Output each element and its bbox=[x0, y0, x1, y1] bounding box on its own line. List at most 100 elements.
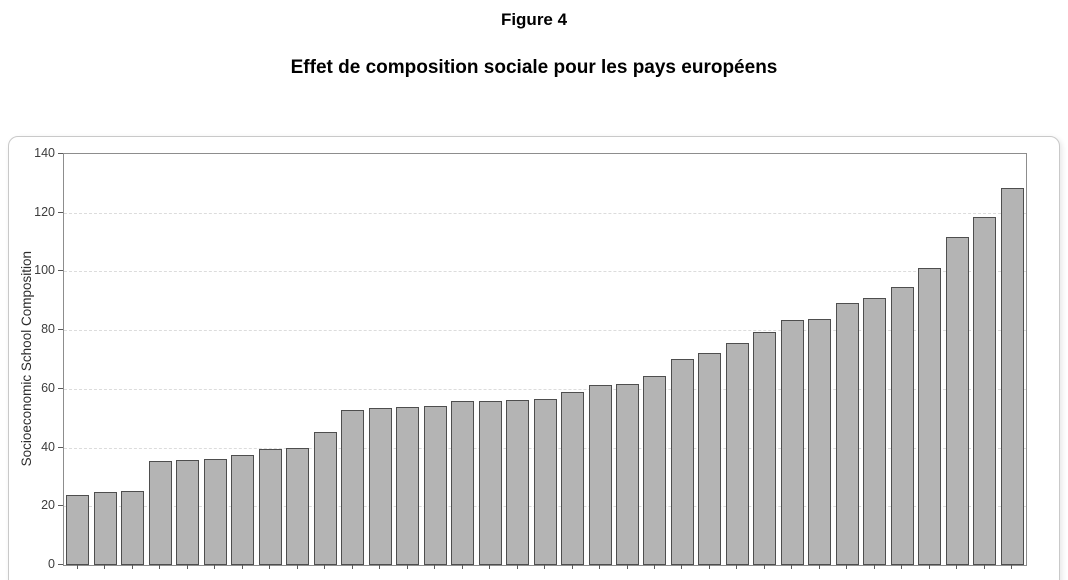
x-tick-label-7: a bbox=[232, 576, 252, 580]
bar-26 bbox=[753, 331, 777, 565]
x-tick-label-15: d bbox=[452, 576, 472, 580]
x-tick-label-35: s bbox=[1001, 576, 1021, 580]
bar-1 bbox=[66, 494, 90, 565]
x-tick-mark-14 bbox=[434, 565, 436, 569]
bar-4 bbox=[148, 460, 172, 565]
y-tick-label-60: 60 bbox=[41, 380, 55, 395]
x-tick-label-30: e bbox=[864, 576, 884, 580]
x-tick-mark-12 bbox=[379, 565, 381, 569]
x-tick-mark-30 bbox=[873, 565, 875, 569]
y-tick-mark-20 bbox=[58, 505, 63, 507]
x-tick-label-24: g bbox=[699, 576, 719, 580]
x-tick-label-13: al bbox=[397, 576, 417, 580]
x-tick-mark-34 bbox=[983, 565, 985, 569]
bar-3 bbox=[121, 490, 145, 565]
bar-21 bbox=[616, 384, 639, 565]
x-tick-mark-23 bbox=[681, 565, 683, 569]
x-tick-mark-25 bbox=[736, 565, 738, 569]
bar-11 bbox=[341, 409, 365, 565]
x-tick-label-34: n bbox=[974, 576, 994, 580]
y-tick-label-100: 100 bbox=[34, 263, 55, 278]
x-tick-mark-6 bbox=[214, 565, 216, 569]
x-tick-label-17: d bbox=[507, 576, 527, 580]
bar-27 bbox=[780, 320, 804, 565]
bar-29 bbox=[835, 303, 859, 565]
bar-10 bbox=[313, 431, 337, 565]
x-tick-mark-3 bbox=[131, 565, 133, 569]
bar-31 bbox=[890, 287, 914, 565]
bar-5 bbox=[176, 459, 200, 565]
x-tick-label-10: d bbox=[314, 576, 334, 580]
x-tick-mark-2 bbox=[104, 565, 106, 569]
y-tick-mark-60 bbox=[58, 387, 63, 389]
x-tick-mark-1 bbox=[76, 565, 78, 569]
x-tick-label-3: d bbox=[122, 576, 142, 580]
x-tick-mark-20 bbox=[599, 565, 600, 569]
x-tick-mark-9 bbox=[296, 565, 298, 569]
x-tick-mark-17 bbox=[516, 565, 518, 569]
x-tick-label-18: c bbox=[534, 576, 554, 580]
bar-15 bbox=[451, 400, 474, 565]
bar-9 bbox=[286, 447, 310, 565]
y-tick-mark-40 bbox=[58, 446, 63, 448]
x-tick-mark-11 bbox=[351, 565, 353, 569]
y-tick-label-40: 40 bbox=[41, 439, 55, 454]
x-tick-label-8: S bbox=[259, 576, 279, 580]
y-tick-mark-140 bbox=[58, 153, 63, 154]
chart-panel: Socioeconomic School Composition 0 20 40 60… bbox=[8, 136, 1060, 580]
bar-12 bbox=[368, 408, 392, 565]
y-tick-mark-0 bbox=[58, 564, 63, 565]
bar-33 bbox=[945, 236, 969, 565]
x-tick-label-23: e bbox=[671, 576, 691, 580]
x-tick-mark-29 bbox=[846, 565, 848, 569]
x-tick-label-31: y bbox=[891, 576, 911, 580]
y-tick-mark-80 bbox=[58, 329, 63, 331]
y-tick-label-0: 0 bbox=[48, 557, 55, 571]
y-axis-title-text: Socioeconomic School Composition bbox=[18, 250, 34, 467]
x-tick-mark-26 bbox=[763, 565, 765, 569]
x-tick-label-26: y bbox=[754, 576, 774, 580]
x-tick-mark-35 bbox=[1011, 565, 1013, 569]
bar-28 bbox=[808, 318, 832, 565]
gridline-y-100 bbox=[64, 271, 1026, 273]
gridline-y-60 bbox=[64, 388, 1026, 390]
y-tick-mark-100 bbox=[58, 270, 63, 272]
bar-25 bbox=[725, 342, 749, 565]
x-tick-label-9: d bbox=[287, 576, 307, 580]
bar-18 bbox=[533, 398, 557, 565]
y-tick-mark-120 bbox=[58, 211, 63, 213]
bar-20 bbox=[588, 384, 612, 565]
x-tick-mark-10 bbox=[324, 565, 326, 569]
figure-title: Effet de composition sociale pour les pa… bbox=[290, 57, 778, 78]
x-tick-mark-22 bbox=[653, 565, 655, 569]
x-tick-label-32: a bbox=[919, 576, 939, 580]
y-tick-label-80: 80 bbox=[41, 322, 55, 337]
x-tick-label-12: a bbox=[369, 576, 389, 580]
x-tick-mark-5 bbox=[186, 565, 188, 569]
x-tick-label-5: a bbox=[177, 576, 197, 580]
x-tick-label-6: a bbox=[204, 576, 224, 580]
bar-7 bbox=[231, 454, 255, 565]
x-tick-label-16: d bbox=[479, 576, 499, 580]
x-tick-label-33: n bbox=[946, 576, 966, 580]
gridline-y-120 bbox=[64, 212, 1026, 214]
bar-14 bbox=[423, 405, 447, 565]
x-tick-mark-7 bbox=[241, 565, 243, 569]
y-tick-label-140: 140 bbox=[34, 146, 55, 160]
x-tick-label-28: a bbox=[809, 576, 829, 580]
x-tick-label-19: a bbox=[562, 576, 582, 580]
plot-area bbox=[63, 153, 1027, 566]
bar-8 bbox=[258, 449, 282, 565]
bar-30 bbox=[863, 298, 887, 565]
bar-6 bbox=[203, 459, 227, 565]
x-tick-mark-31 bbox=[901, 565, 903, 569]
x-tick-label-1: n bbox=[67, 576, 87, 580]
x-tick-label-11: a bbox=[342, 576, 362, 580]
x-tick-label-14: K bbox=[424, 576, 444, 580]
x-tick-label-4: k bbox=[149, 576, 169, 580]
bar-17 bbox=[506, 399, 529, 565]
bar-22 bbox=[643, 375, 667, 565]
bar-13 bbox=[396, 406, 420, 565]
y-tick-label-20: 20 bbox=[41, 498, 55, 513]
